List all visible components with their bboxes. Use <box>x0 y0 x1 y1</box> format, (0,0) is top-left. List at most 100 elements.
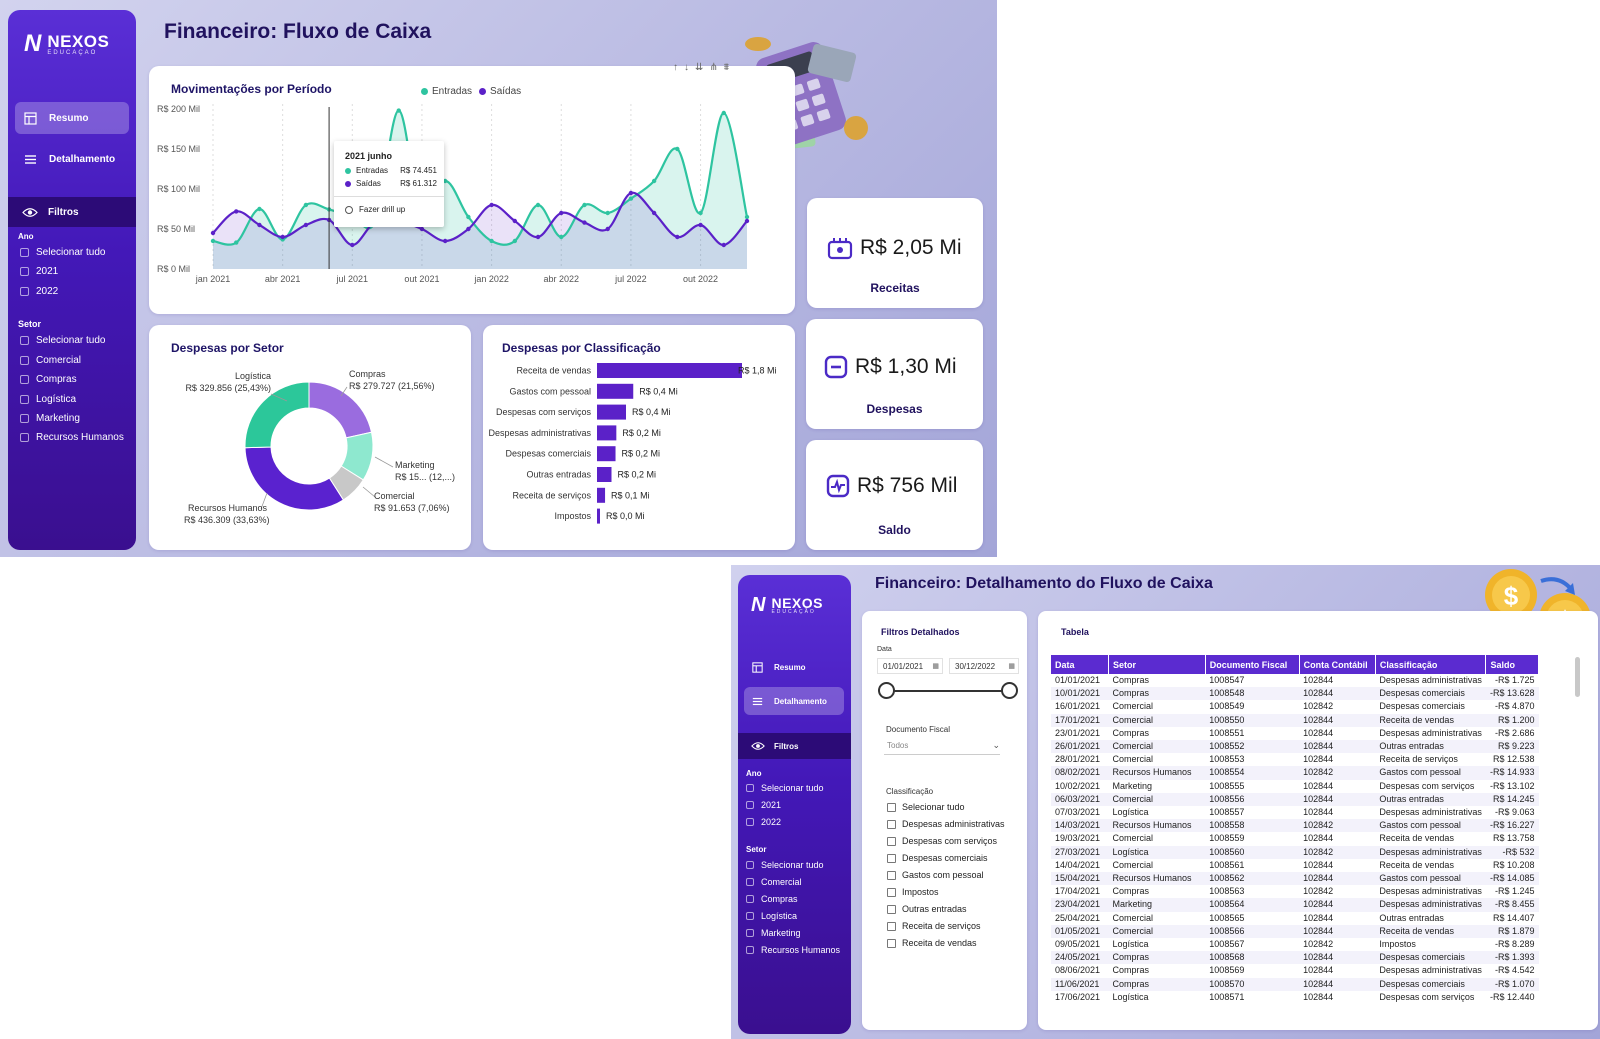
setor-option[interactable]: Comercial <box>746 877 802 887</box>
table-cell: -R$ 4.542 <box>1494 965 1535 976</box>
nav-detalhamento-button[interactable]: Detalhamento <box>15 143 129 175</box>
table-row[interactable]: 17/06/2021 Logística 1008571 102844 Despesas… <box>1051 991 1539 1004</box>
table-row[interactable]: 14/03/2021 Recursos Humanos 1008558 102842 G… <box>1051 819 1539 833</box>
ano-option[interactable]: 2021 <box>20 266 58 277</box>
table-row[interactable]: 28/01/2021 Comercial 1008553 102844 Receita … <box>1051 753 1539 766</box>
table-row[interactable]: 01/05/2021 Comercial 1008566 102844 Receita … <box>1051 924 1539 939</box>
classificacao-option[interactable]: Receita de vendas <box>887 938 977 948</box>
data-point <box>535 234 541 240</box>
page-title: Financeiro: Detalhamento do Fluxo de Cai… <box>875 575 1213 592</box>
data-point <box>559 234 564 240</box>
table-row[interactable]: 11/06/2021 Compras 1008570 102844 Despesas c… <box>1051 977 1539 991</box>
data-table[interactable]: Data Setor Documento Fiscal Conta Contábil C… <box>1051 655 1539 1030</box>
tooltip-row: Entradas R$ 74.451 <box>345 166 437 175</box>
setor-option[interactable]: Recursos Humanos <box>746 945 840 955</box>
table-cell: 1008549 <box>1209 701 1245 712</box>
data-point <box>721 110 726 116</box>
setor-option[interactable]: Recursos Humanos <box>20 432 124 443</box>
date-range-slider[interactable] <box>886 690 1008 692</box>
classificacao-option[interactable]: Gastos com pessoal <box>887 870 984 880</box>
slider-handle-start[interactable] <box>878 682 895 699</box>
ano-option[interactable]: 2022 <box>746 817 781 827</box>
classificacao-option[interactable]: Despesas comerciais <box>887 853 988 863</box>
table-row[interactable]: 14/04/2021 Comercial 1008561 102844 Receita … <box>1051 859 1539 872</box>
arrow-up-icon[interactable]: ↑ <box>673 62 684 73</box>
column-header[interactable]: Saldo <box>1485 655 1539 674</box>
table-cell: 10/02/2021 <box>1055 780 1101 791</box>
donut-slice-4 <box>328 465 364 501</box>
classificacao-option[interactable]: Outras entradas <box>887 904 967 914</box>
table-header-row: Data Setor Documento Fiscal Conta Contábil C… <box>1051 655 1539 674</box>
table-row[interactable]: 25/04/2021 Comercial 1008565 102844 Outras e… <box>1051 912 1539 925</box>
column-header[interactable]: Documento Fiscal <box>1205 655 1300 674</box>
table-row[interactable]: 15/04/2021 Recursos Humanos 1008562 102844 G… <box>1051 872 1539 886</box>
table-row[interactable]: 17/04/2021 Compras 1008563 102842 Despesas a… <box>1051 885 1539 898</box>
setor-option[interactable]: Marketing <box>746 928 801 938</box>
drill-up-action[interactable]: Fazer drill up <box>345 205 405 214</box>
table-row[interactable]: 07/03/2021 Logística 1008557 102844 Despesas… <box>1051 806 1539 819</box>
slider-handle-end[interactable] <box>1001 682 1018 699</box>
ano-option[interactable]: Selecionar tudo <box>20 247 106 258</box>
table-row[interactable]: 01/01/2021 Compras 1008547 102844 Despesas a… <box>1051 674 1539 687</box>
hierarchy-icon[interactable]: ⋔ <box>709 62 724 73</box>
table-row[interactable]: 08/06/2021 Compras 1008569 102844 Despesas a… <box>1051 964 1539 977</box>
cashflow-dashboard: N NEXOS EDUCAÇÃO Resumo Detalhamento Fil… <box>0 0 997 557</box>
classificacao-option[interactable]: Despesas com serviços <box>887 836 997 846</box>
setor-option[interactable]: Logística <box>20 394 76 405</box>
table-cell: Despesas administrativas <box>1379 886 1482 897</box>
arrow-down-icon[interactable]: ↓ <box>684 62 695 73</box>
data-point <box>582 220 587 225</box>
nav-resumo-button[interactable]: Resumo <box>744 653 844 681</box>
classificacao-option[interactable]: Impostos <box>887 887 939 897</box>
line-chart[interactable]: R$ 0 Mil R$ 50 Mil R$ 100 Mil R$ 150 Mil R$ … <box>149 66 795 314</box>
table-row[interactable]: 19/03/2021 Comercial 1008559 102844 Receita … <box>1051 832 1539 845</box>
table-row[interactable]: 17/01/2021 Comercial 1008550 102844 Receita … <box>1051 713 1539 727</box>
legend-dot-icon <box>421 88 428 95</box>
bar-5 <box>597 467 612 482</box>
classificacao-option[interactable]: Receita de serviços <box>887 921 981 931</box>
bar-chart[interactable]: Receita de vendas R$ 1,8 Mi Gastos com pes… <box>483 325 795 550</box>
ano-option[interactable]: Selecionar tudo <box>746 783 824 793</box>
ano-option[interactable]: 2022 <box>20 286 58 297</box>
table-row[interactable]: 26/01/2021 Comercial 1008552 102844 Outras e… <box>1051 740 1539 754</box>
table-row[interactable]: 27/03/2021 Logística 1008560 102842 Despesas… <box>1051 845 1539 859</box>
ano-option[interactable]: 2021 <box>746 800 781 810</box>
data-point <box>651 210 657 216</box>
setor-option[interactable]: Comercial <box>20 355 81 366</box>
doc-fiscal-dropdown[interactable]: Todos ⌄ <box>884 737 1000 755</box>
setor-option[interactable]: Selecionar tudo <box>20 335 106 346</box>
table-scrollbar[interactable] <box>1575 657 1580 697</box>
table-row[interactable]: 23/01/2021 Compras 1008551 102844 Despesas a… <box>1051 727 1539 740</box>
table-row[interactable]: 06/03/2021 Comercial 1008556 102844 Outras e… <box>1051 792 1539 807</box>
filter-icon[interactable]: ⩩ <box>723 62 736 73</box>
column-header[interactable]: Setor <box>1108 655 1206 674</box>
column-header[interactable]: Conta Contábil <box>1299 655 1376 674</box>
table-cell: Compras <box>1112 727 1149 738</box>
setor-option[interactable]: Compras <box>746 894 798 904</box>
table-row[interactable]: 24/05/2021 Compras 1008568 102844 Despesas c… <box>1051 951 1539 965</box>
data-point <box>721 242 726 248</box>
drill-icon[interactable]: ⇊ <box>695 62 710 73</box>
setor-option[interactable]: Marketing <box>20 413 80 424</box>
table-row[interactable]: 08/02/2021 Recursos Humanos 1008554 102842 G… <box>1051 766 1539 780</box>
table-row[interactable]: 16/01/2021 Comercial 1008549 102842 Despesas… <box>1051 700 1539 713</box>
table-row[interactable]: 09/05/2021 Logística 1008567 102842 Impostos… <box>1051 938 1539 951</box>
classificacao-option[interactable]: Despesas administrativas <box>887 819 1005 829</box>
setor-option[interactable]: Selecionar tudo <box>746 860 824 870</box>
nav-detalhamento-button[interactable]: Detalhamento <box>744 687 844 715</box>
table-row[interactable]: 10/02/2021 Marketing 1008555 102844 Despesas… <box>1051 780 1539 793</box>
table-row[interactable]: 10/01/2021 Compras 1008548 102844 Despesas c… <box>1051 687 1539 701</box>
date-to-input[interactable]: 30/12/2022 ▦ <box>949 658 1019 674</box>
table-row[interactable]: 23/04/2021 Marketing 1008564 102844 Despesas… <box>1051 898 1539 912</box>
donut-chart[interactable] <box>149 325 471 550</box>
column-header[interactable]: Data <box>1051 655 1109 674</box>
column-header[interactable]: Classificação <box>1375 655 1487 674</box>
setor-option[interactable]: Compras <box>20 374 77 385</box>
date-from-input[interactable]: 01/01/2021 ▦ <box>877 658 943 674</box>
setor-option[interactable]: Logística <box>746 911 797 921</box>
classificacao-option[interactable]: Selecionar tudo <box>887 802 965 812</box>
nav-resumo-button[interactable]: Resumo <box>15 102 129 134</box>
filters-header: Filtros <box>738 733 851 759</box>
bar-value-label: R$ 1,8 Mi <box>738 366 777 376</box>
data-point <box>303 202 309 208</box>
